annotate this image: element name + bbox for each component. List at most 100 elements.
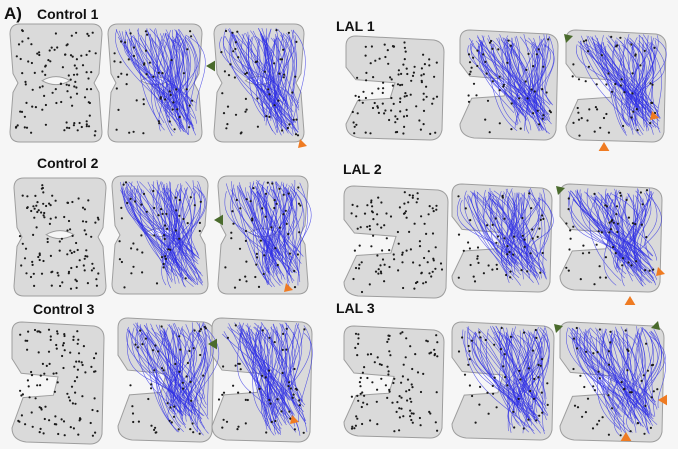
particle-cloud-12 xyxy=(358,244,361,247)
particle-cloud-9 xyxy=(382,81,385,84)
particle-cloud-16 xyxy=(478,331,481,334)
particle-cloud-15 xyxy=(411,421,414,424)
particle-cloud-15 xyxy=(391,401,394,404)
particle-cloud-15 xyxy=(380,377,383,380)
particle-cloud-12 xyxy=(396,230,399,234)
particle-cloud-15 xyxy=(398,395,401,398)
particle-cloud-1 xyxy=(128,131,131,134)
streamlines-7 xyxy=(167,324,196,416)
streamlines-2 xyxy=(229,28,292,121)
particle-cloud-4 xyxy=(141,251,144,254)
particle-cloud-2 xyxy=(220,51,223,54)
particle-cloud-13 xyxy=(541,214,544,217)
particle-cloud-5 xyxy=(244,239,247,242)
particle-cloud-10 xyxy=(476,64,479,68)
particle-cloud-5 xyxy=(257,285,261,288)
particle-cloud-5 xyxy=(298,231,301,234)
particle-cloud-16 xyxy=(529,389,532,393)
streamlines-17 xyxy=(583,329,626,425)
particle-cloud-5 xyxy=(244,229,248,233)
particle-cloud-3 xyxy=(87,199,90,202)
particle-cloud-15 xyxy=(428,352,431,355)
particle-cloud-0 xyxy=(44,65,47,68)
particle-cloud-5 xyxy=(287,192,290,195)
particle-cloud-6 xyxy=(93,357,96,360)
particle-cloud-9 xyxy=(399,110,402,113)
particle-cloud-9 xyxy=(405,108,408,111)
particle-cloud-7 xyxy=(174,362,177,366)
streamlines-16 xyxy=(512,330,521,407)
streamlines-7 xyxy=(147,332,180,433)
streamlines-14 xyxy=(606,193,637,273)
particle-cloud-15 xyxy=(357,333,360,336)
particle-cloud-10 xyxy=(545,91,548,94)
particle-cloud-17 xyxy=(576,406,580,409)
particle-cloud-0 xyxy=(64,53,67,56)
particle-cloud-17 xyxy=(609,341,612,344)
particle-cloud-15 xyxy=(359,385,362,388)
particle-cloud-8 xyxy=(287,385,290,388)
particle-cloud-1 xyxy=(159,96,162,99)
particle-cloud-14 xyxy=(597,230,600,233)
particle-cloud-2 xyxy=(236,30,239,33)
particle-cloud-0 xyxy=(20,110,24,113)
particle-cloud-10 xyxy=(530,88,533,91)
streamlines-10 xyxy=(502,42,544,122)
particle-cloud-3 xyxy=(69,249,72,252)
particle-cloud-15 xyxy=(422,372,425,375)
particle-cloud-9 xyxy=(365,71,368,74)
particle-cloud-13 xyxy=(531,228,534,231)
particle-cloud-9 xyxy=(404,50,407,53)
particle-cloud-7 xyxy=(150,424,153,427)
particle-cloud-5 xyxy=(251,219,254,222)
streamlines-14 xyxy=(617,193,642,279)
streamlines-2 xyxy=(240,33,290,110)
streamlines-8 xyxy=(230,328,304,412)
particle-cloud-1 xyxy=(152,75,155,78)
particle-cloud-12 xyxy=(432,210,435,213)
streamlines-4 xyxy=(156,181,197,274)
particle-cloud-9 xyxy=(399,84,402,87)
streamlines-7 xyxy=(182,322,206,420)
streamlines-7 xyxy=(199,332,214,409)
streamlines-13 xyxy=(506,192,525,263)
particle-cloud-6 xyxy=(74,402,77,405)
streamlines-8 xyxy=(260,325,289,427)
particle-cloud-9 xyxy=(373,101,376,105)
streamlines-16 xyxy=(502,327,547,421)
streamlines-7 xyxy=(126,326,182,405)
particle-cloud-1 xyxy=(157,120,160,123)
particle-cloud-3 xyxy=(51,194,54,197)
streamlines-16 xyxy=(511,335,537,423)
particle-cloud-0 xyxy=(88,50,91,53)
particle-cloud-5 xyxy=(276,263,279,267)
particle-cloud-9 xyxy=(377,111,380,114)
particle-cloud-6 xyxy=(63,434,66,437)
particle-cloud-4 xyxy=(152,189,155,193)
particle-cloud-16 xyxy=(531,349,535,352)
particle-cloud-3 xyxy=(66,229,69,232)
particle-cloud-8 xyxy=(261,374,264,377)
particle-cloud-4 xyxy=(132,242,135,245)
streamlines-8 xyxy=(238,325,271,431)
particle-cloud-5 xyxy=(264,215,267,218)
particle-cloud-15 xyxy=(361,371,364,374)
particle-cloud-14 xyxy=(609,228,613,231)
particle-cloud-3 xyxy=(85,220,88,223)
particle-cloud-9 xyxy=(419,128,422,131)
particle-cloud-8 xyxy=(232,384,235,387)
particle-cloud-15 xyxy=(363,394,366,397)
particle-cloud-3 xyxy=(75,280,78,283)
particle-cloud-5 xyxy=(273,206,276,210)
particle-cloud-14 xyxy=(614,252,617,255)
particle-cloud-8 xyxy=(303,328,306,331)
streamlines-11 xyxy=(615,40,646,111)
particle-cloud-3 xyxy=(70,251,73,255)
particle-cloud-0 xyxy=(38,51,41,54)
particle-cloud-14 xyxy=(608,231,611,234)
streamlines-5 xyxy=(262,180,277,274)
particle-cloud-11 xyxy=(631,72,634,75)
particle-cloud-6 xyxy=(94,431,97,434)
particle-cloud-12 xyxy=(366,225,369,228)
